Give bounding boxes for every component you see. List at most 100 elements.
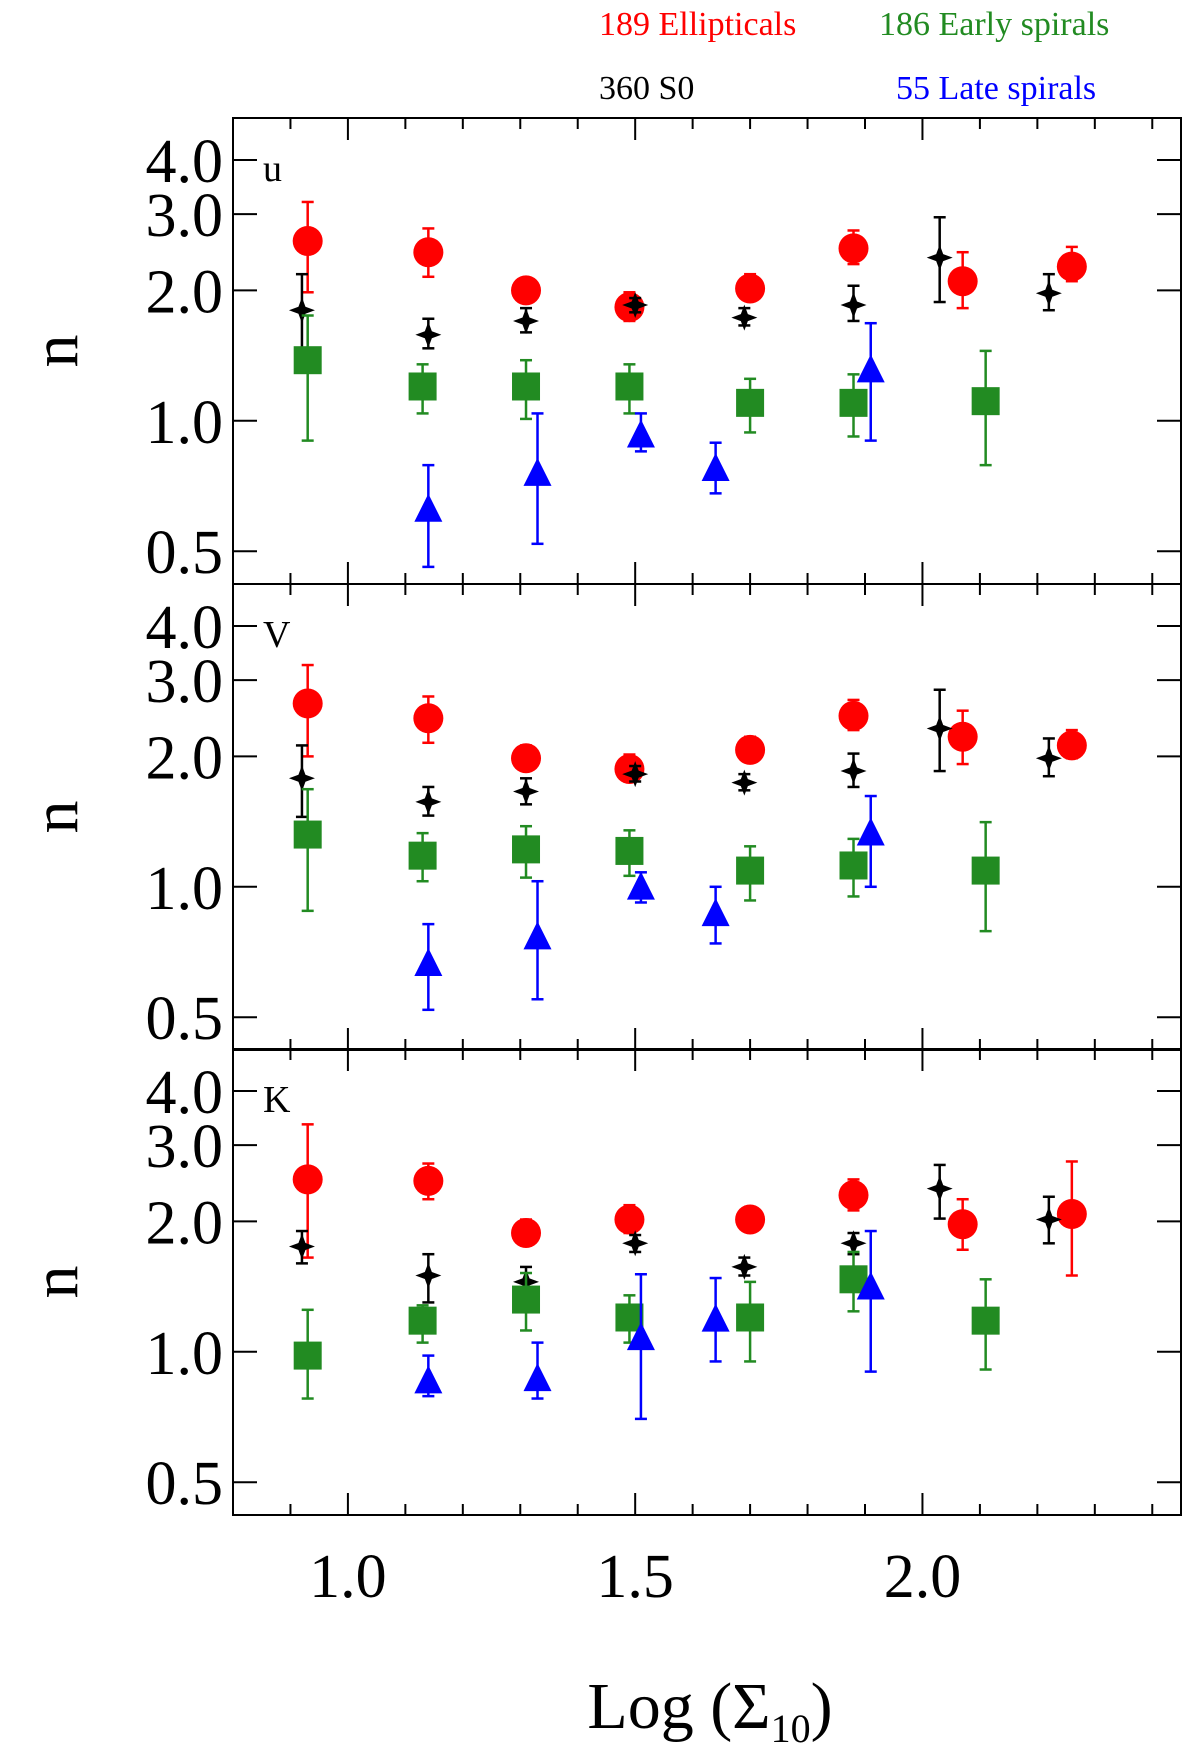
point-s0: [288, 297, 315, 324]
point-s0: [1035, 745, 1062, 772]
point-s0: [622, 1230, 649, 1257]
series-triangle: [414, 321, 885, 569]
panel-frame: [232, 1048, 1182, 1516]
point-elliptical: [947, 1209, 978, 1240]
point-late-spiral: [856, 817, 885, 846]
band-label: K: [263, 1079, 291, 1121]
point-early-spiral: [408, 841, 437, 870]
point-s0: [622, 292, 649, 319]
panel-frame: [232, 583, 1182, 1051]
point-early-spiral: [736, 1303, 765, 1332]
point-s0: [513, 778, 540, 805]
point-late-spiral: [523, 921, 552, 950]
series-circle: [292, 200, 1087, 323]
point-late-spiral: [414, 1365, 443, 1394]
panel-v: 0.5 1.0 2.0 3.04.0 Vn: [19, 583, 1182, 1053]
series-circle: [292, 1123, 1087, 1277]
point-s0: [622, 761, 649, 788]
point-elliptical: [511, 275, 542, 306]
point-s0: [840, 292, 867, 319]
point-s0: [415, 788, 442, 815]
y-tick-label: 3.0: [146, 182, 224, 250]
point-early-spiral: [839, 851, 868, 880]
point-elliptical: [413, 703, 444, 734]
series-star: [288, 688, 1062, 819]
point-early-spiral: [512, 1285, 541, 1314]
series-square: [293, 314, 1000, 467]
y-tick-label: 4.0: [146, 128, 224, 196]
y-tick-label: 1.0: [146, 855, 224, 923]
legend-ellipticals: 189 Ellipticals: [599, 6, 797, 43]
point-s0: [926, 715, 953, 742]
point-elliptical: [292, 688, 323, 719]
point-late-spiral: [701, 898, 730, 927]
legend-s0: 360 S0: [599, 70, 695, 107]
point-elliptical: [735, 273, 766, 304]
point-elliptical: [614, 1204, 645, 1235]
point-s0: [288, 1233, 315, 1260]
point-elliptical: [947, 721, 978, 752]
x-axis-label: Log (Σ10): [587, 1670, 832, 1745]
series-triangle: [414, 794, 885, 1012]
point-early-spiral: [293, 1341, 322, 1370]
series-square: [293, 787, 1000, 933]
point-elliptical: [838, 233, 869, 264]
y-axis-label: n: [19, 801, 92, 834]
point-early-spiral: [971, 856, 1000, 885]
point-s0: [1035, 1206, 1062, 1233]
point-elliptical: [735, 734, 766, 765]
point-early-spiral: [736, 856, 765, 885]
point-s0: [1035, 280, 1062, 307]
y-tick-label: 3.0: [146, 1113, 224, 1181]
series-star: [288, 216, 1062, 353]
point-early-spiral: [971, 387, 1000, 416]
point-s0: [731, 1253, 758, 1280]
point-elliptical: [614, 754, 645, 785]
point-s0: [288, 765, 315, 792]
band-label: u: [263, 148, 282, 190]
point-early-spiral: [615, 372, 644, 401]
point-s0: [731, 769, 758, 796]
x-axis: Log (Σ10) 1.0 1.5 2.0: [309, 1543, 961, 1745]
point-elliptical: [511, 743, 542, 774]
point-late-spiral: [701, 452, 730, 481]
point-s0: [731, 304, 758, 331]
point-early-spiral: [839, 388, 868, 417]
point-late-spiral: [856, 354, 885, 383]
point-early-spiral: [971, 1306, 1000, 1335]
point-elliptical: [1056, 730, 1087, 761]
legend-early-spirals: 186 Early spirals: [879, 6, 1110, 43]
y-axis-label: n: [19, 1266, 92, 1299]
y-tick-label: 0.5: [146, 1450, 224, 1518]
point-s0: [513, 307, 540, 334]
point-late-spiral: [701, 1303, 730, 1332]
point-late-spiral: [856, 1271, 885, 1300]
y-tick-label: 1.0: [146, 1320, 224, 1388]
point-s0: [840, 758, 867, 785]
series-square: [293, 1250, 1000, 1400]
point-early-spiral: [293, 346, 322, 375]
point-late-spiral: [626, 419, 655, 448]
y-tick-label: 4.0: [146, 594, 224, 662]
point-elliptical: [838, 1180, 869, 1211]
y-tick-label: 0.5: [146, 985, 224, 1053]
point-early-spiral: [293, 820, 322, 849]
y-tick-label: 2.0: [146, 258, 224, 326]
panels: 0.51.02.03.04.0 un0.51.02.03.04.0 Vn0.51.0…: [19, 117, 1182, 1518]
point-elliptical: [292, 1164, 323, 1195]
point-early-spiral: [736, 388, 765, 417]
panel-k: 0.5 1.0 2.0 3.04.0 Kn: [19, 1048, 1182, 1518]
series-triangle: [414, 1229, 885, 1421]
point-late-spiral: [414, 493, 443, 522]
point-elliptical: [413, 237, 444, 268]
point-elliptical: [947, 266, 978, 297]
x-tick-label: 2.0: [884, 1543, 962, 1611]
legend-late-spirals: 55 Late spirals: [896, 70, 1097, 107]
point-elliptical: [735, 1204, 766, 1235]
panel-u: 0.5 1.0 2.0 3.04.0 u n: [19, 117, 1182, 587]
point-late-spiral: [626, 871, 655, 900]
point-s0: [926, 1175, 953, 1202]
point-late-spiral: [523, 457, 552, 486]
point-s0: [840, 1230, 867, 1257]
